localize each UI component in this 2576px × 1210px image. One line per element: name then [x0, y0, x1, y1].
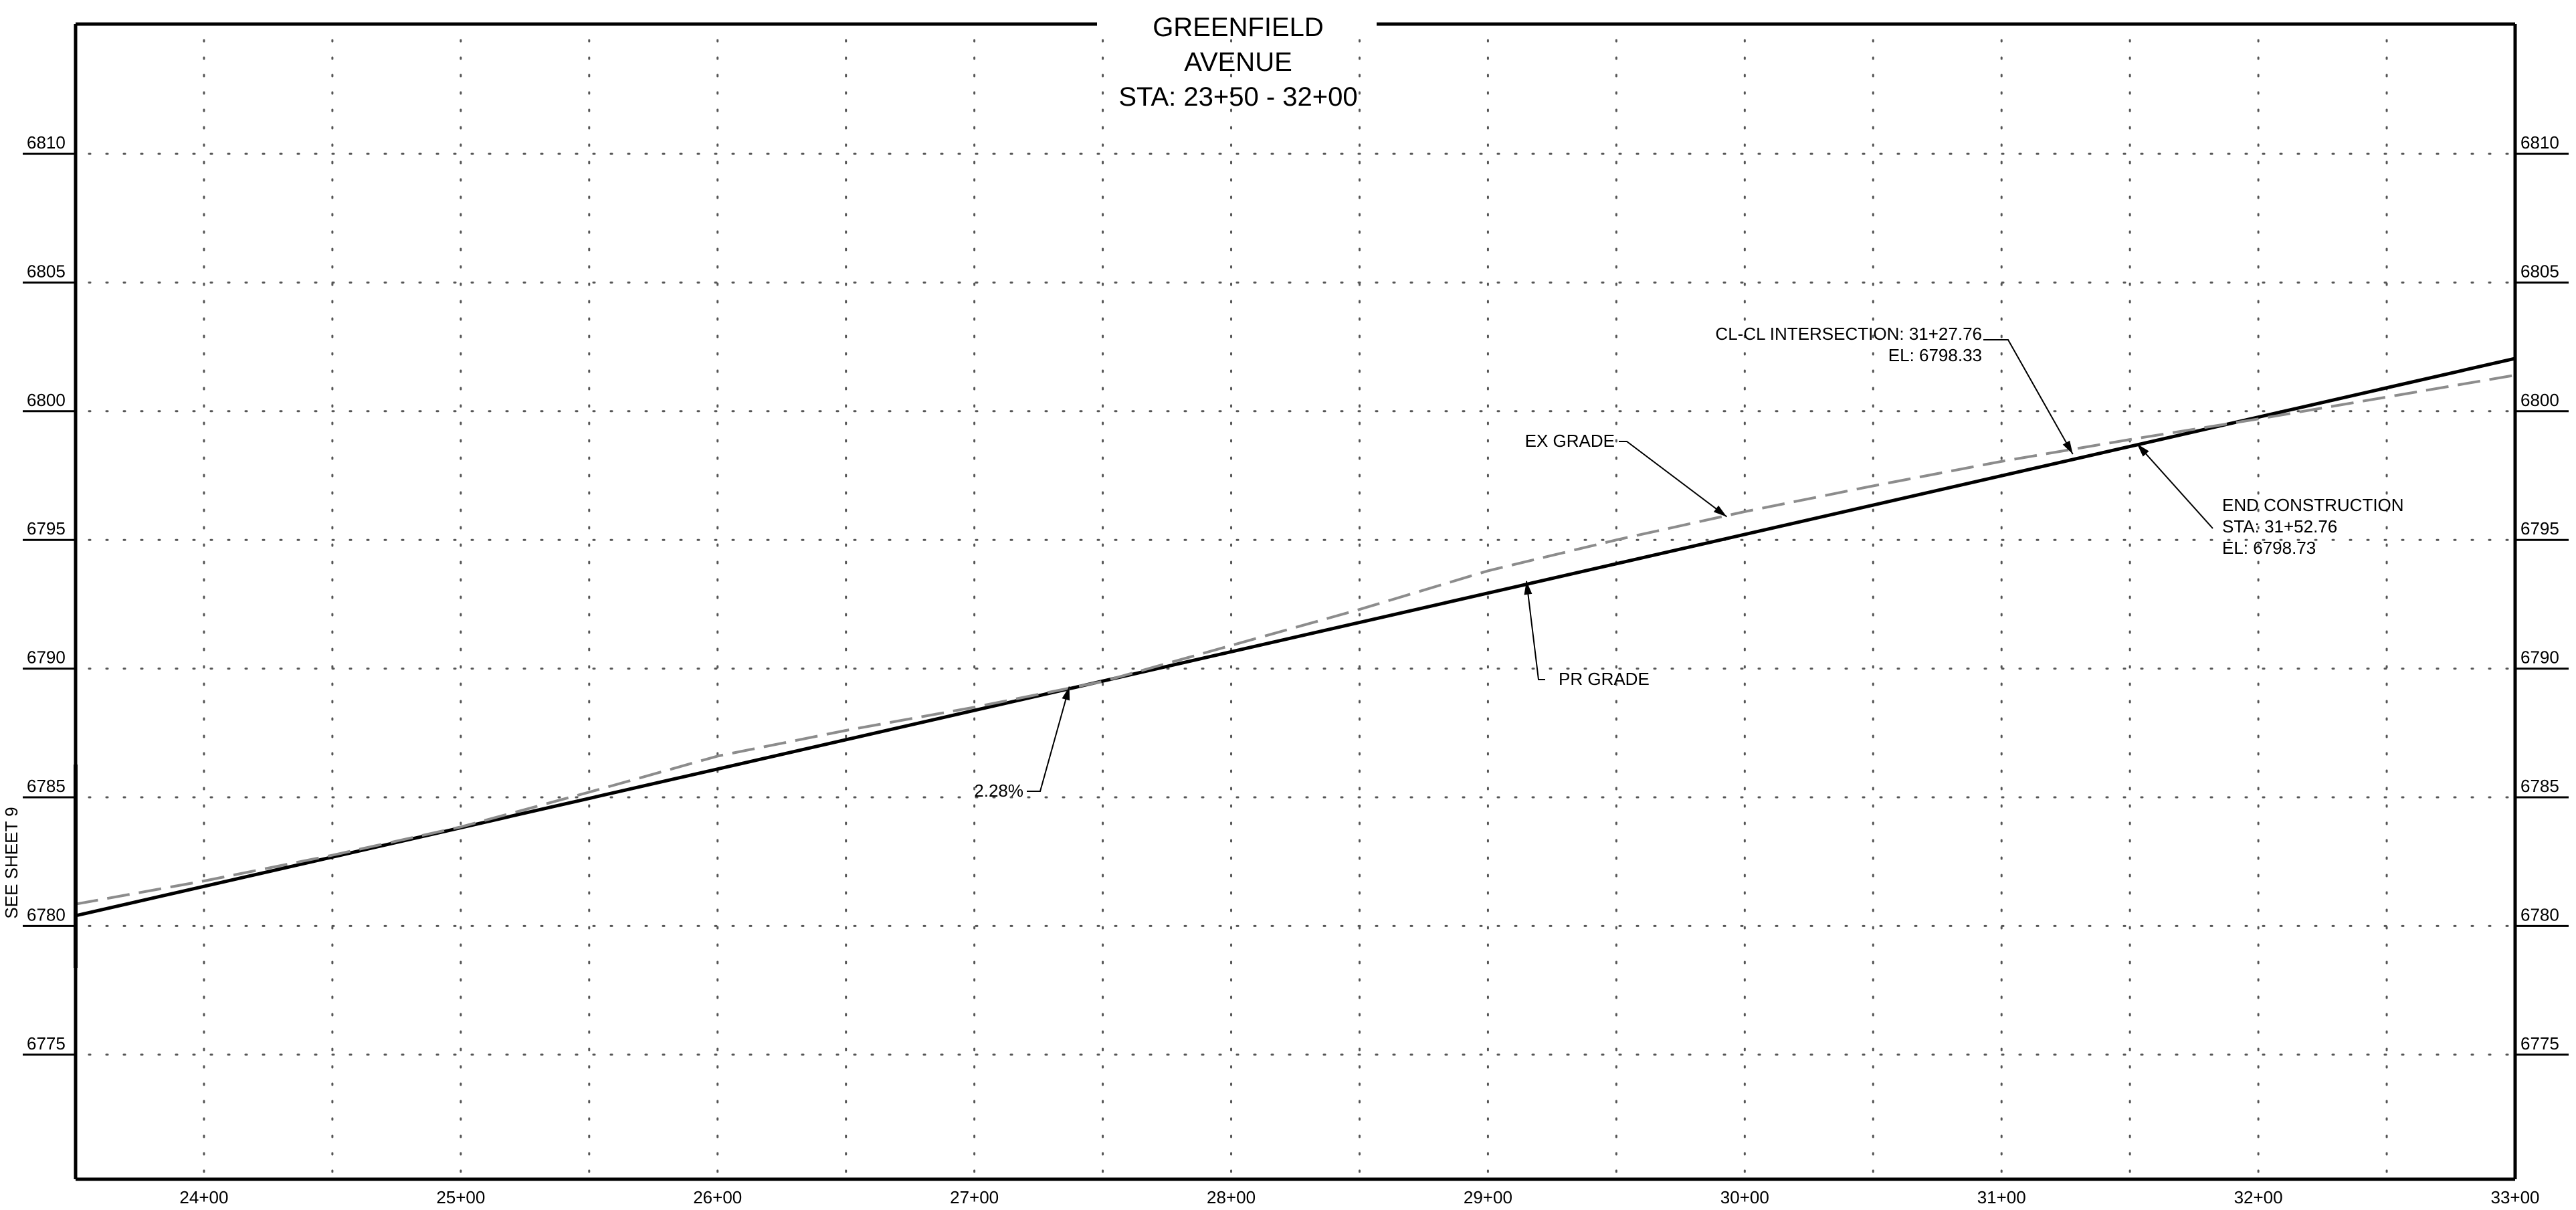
station-label-25+00: 25+00 [436, 1187, 485, 1207]
elev-label-right-6790: 6790 [2520, 647, 2559, 668]
station-label-31+00: 31+00 [1977, 1187, 2026, 1207]
station-label-28+00: 28+00 [1207, 1187, 1256, 1207]
elev-label-left-6775: 6775 [27, 1033, 66, 1053]
elev-label-right-6795: 6795 [2520, 518, 2559, 538]
title-line-3: STA: 23+50 - 32+00 [1118, 82, 1357, 112]
elev-label-left-6810: 6810 [27, 132, 66, 153]
annotation-1-line-0: END CONSTRUCTION [2222, 495, 2404, 515]
station-label-29+00: 29+00 [1464, 1187, 1512, 1207]
elev-label-left-6780: 6780 [27, 904, 66, 924]
profile-frame [74, 22, 2517, 1181]
annotation-0-line-0: CL-CL INTERSECTION: 31+27.76 [1715, 324, 1982, 344]
station-label-24+00: 24+00 [179, 1187, 228, 1207]
elev-label-right-6785: 6785 [2520, 776, 2559, 796]
elev-label-left-6790: 6790 [27, 647, 66, 668]
title-line-1: GREENFIELD [1153, 13, 1324, 42]
station-label-30+00: 30+00 [1720, 1187, 1769, 1207]
elev-label-right-6805: 6805 [2520, 261, 2559, 281]
annotation-1-line-2: EL: 6798.73 [2222, 538, 2316, 558]
annotation-arrowhead-3 [1524, 581, 1532, 595]
elev-label-left-6785: 6785 [27, 776, 66, 796]
annotation-leader-2 [1619, 441, 1728, 518]
annotation-leader-4 [1027, 686, 1070, 792]
title-block: GREENFIELD AVENUE STA: 23+50 - 32+00 [1118, 13, 1357, 112]
elev-label-left-6805: 6805 [27, 261, 66, 281]
see-sheet-note: SEE SHEET 9 [1, 807, 21, 918]
annotation-3: PR GRADE [1524, 581, 1650, 689]
station-label-26+00: 26+00 [693, 1187, 742, 1207]
elev-label-right-6810: 6810 [2520, 132, 2559, 153]
station-label-27+00: 27+00 [950, 1187, 999, 1207]
elev-label-left-6795: 6795 [27, 518, 66, 538]
annotation-leader-1 [2137, 443, 2213, 529]
annotation-4: 2.28% [974, 686, 1070, 801]
axis-ticks: 6775 6775 6780 6780 6785 6785 6790 6790 6795 6795… [23, 132, 2569, 1207]
annotation-2: EX GRADE [1525, 431, 1728, 518]
annotation-arrowhead-2 [1713, 505, 1727, 517]
elev-label-left-6800: 6800 [27, 390, 66, 410]
annotation-arrowhead-1 [2137, 443, 2149, 457]
annotation-0-line-1: EL: 6798.33 [1888, 345, 1982, 365]
station-label-33+00: 33+00 [2490, 1187, 2539, 1207]
elev-label-right-6780: 6780 [2520, 904, 2559, 924]
grade-lines [75, 357, 2516, 918]
match-line: SEE SHEET 9 [1, 765, 78, 968]
elev-label-right-6800: 6800 [2520, 390, 2559, 410]
elev-label-right-6775: 6775 [2520, 1033, 2559, 1053]
annotation-leader-3 [1526, 581, 1545, 680]
annotation-4-line-0: 2.28% [974, 781, 1023, 801]
station-label-32+00: 32+00 [2234, 1187, 2283, 1207]
proposed-grade-line [75, 357, 2516, 918]
annotation-arrowhead-4 [1062, 686, 1070, 701]
annotation-1-line-1: STA: 31+52.76 [2222, 516, 2337, 536]
title-line-2: AVENUE [1184, 47, 1292, 77]
annotation-leader-0 [1983, 339, 2074, 455]
annotation-arrowhead-0 [2062, 440, 2073, 455]
annotation-2-line-0: EX GRADE [1525, 431, 1615, 451]
annotation-3-line-0: PR GRADE [1559, 669, 1650, 689]
